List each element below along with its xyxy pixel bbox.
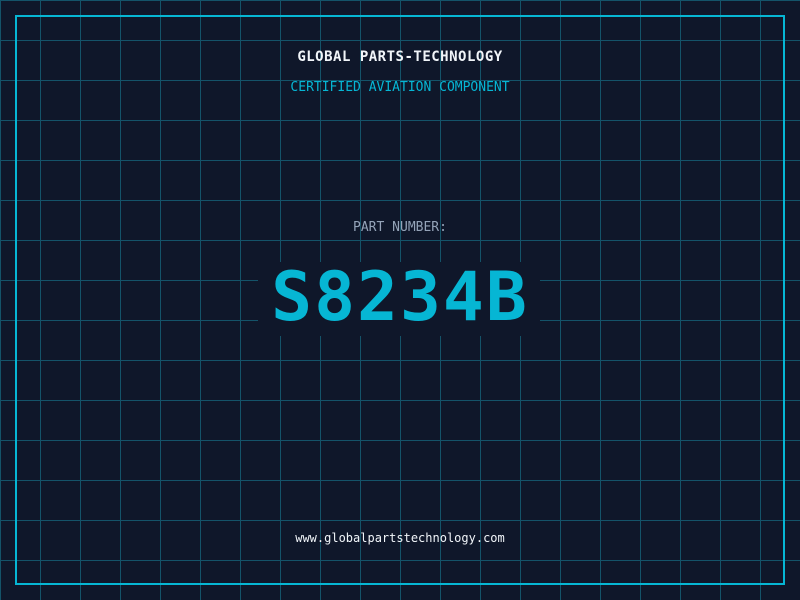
website-link[interactable]: www.globalpartstechnology.com	[295, 531, 505, 545]
part-number-backdrop	[258, 262, 540, 336]
part-number-value: S8234B	[271, 258, 529, 337]
border-frame	[15, 15, 785, 585]
part-number-label: PART NUMBER:	[353, 220, 447, 235]
company-name: GLOBAL PARTS-TECHNOLOGY	[297, 49, 503, 65]
certification-subtitle: CERTIFIED AVIATION COMPONENT	[290, 80, 510, 95]
